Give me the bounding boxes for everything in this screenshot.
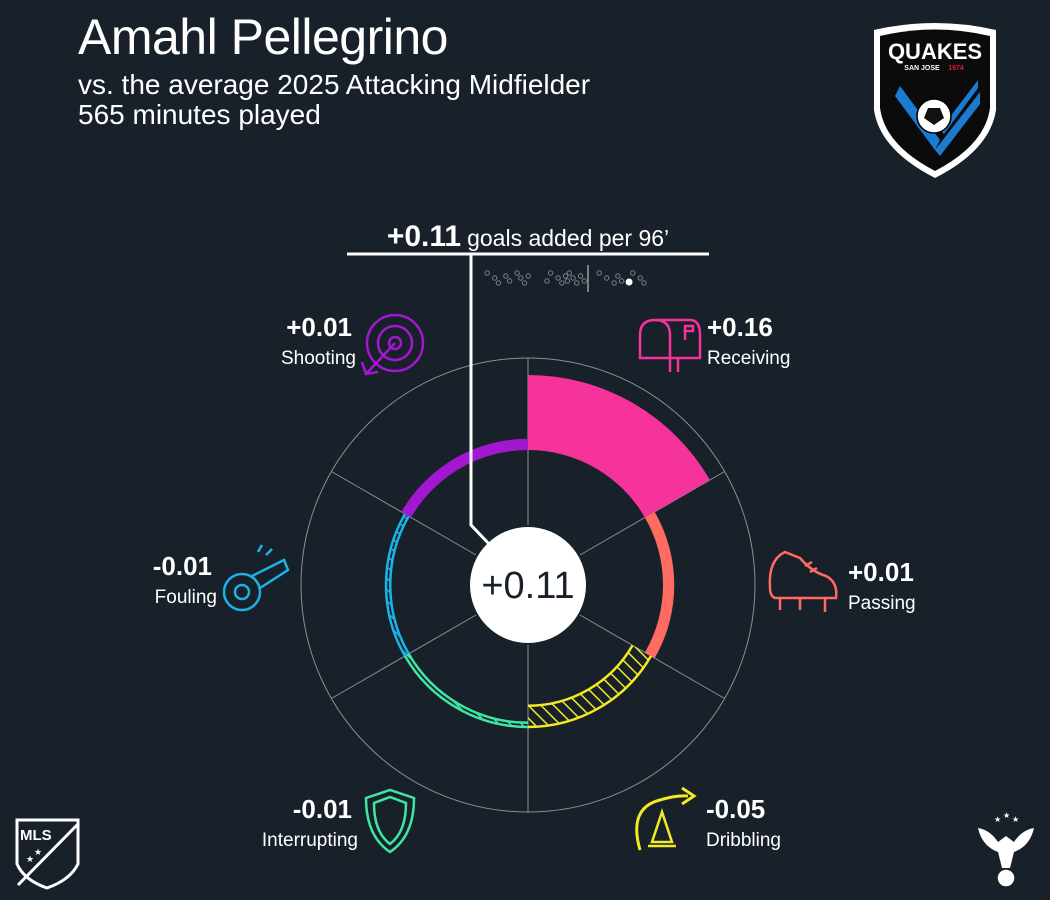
- dribbling-value: -0.05: [706, 794, 765, 824]
- label-interrupting: -0.01 Interrupting: [262, 788, 416, 854]
- distribution-player-point: [625, 278, 633, 286]
- grid-spoke: [331, 614, 477, 699]
- bar-shooting: [401, 438, 528, 518]
- club-name: QUAKES: [888, 39, 982, 64]
- club-year: 1974: [948, 65, 964, 72]
- dribbling-name: Dribbling: [706, 830, 781, 851]
- headline-text: +0.11 goals added per 96’: [387, 220, 669, 253]
- distribution-point: [577, 273, 584, 279]
- passing-name: Passing: [848, 593, 916, 614]
- distribution-strip: [484, 265, 647, 292]
- svg-text:★: ★: [994, 815, 1001, 824]
- label-shooting: +0.01 Shooting: [281, 312, 425, 376]
- center-value: +0.11: [481, 565, 574, 607]
- distribution-point: [603, 275, 610, 281]
- distribution-point: [596, 270, 602, 276]
- distribution-point: [637, 275, 643, 281]
- svg-text:★: ★: [34, 848, 42, 858]
- boot-icon: [768, 550, 838, 612]
- shield-icon: [364, 788, 416, 854]
- svg-text:★: ★: [1012, 815, 1019, 824]
- mls-text: MLS: [20, 827, 52, 844]
- distribution-point: [630, 270, 636, 276]
- distribution-point: [564, 278, 571, 284]
- bar-receiving: [528, 375, 710, 518]
- fouling-value: -0.01: [153, 551, 212, 581]
- receiving-name: Receiving: [707, 348, 790, 369]
- svg-text:★: ★: [26, 855, 34, 865]
- distribution-point: [518, 275, 524, 281]
- passing-value: +0.01: [848, 557, 914, 587]
- shooting-name: Shooting: [281, 348, 356, 369]
- distribution-point: [559, 280, 565, 286]
- label-passing: +0.01 Passing: [768, 550, 916, 614]
- distribution-point: [503, 273, 509, 279]
- whistle-icon: [222, 544, 290, 612]
- cone-arrow-icon: [635, 786, 697, 851]
- distribution-point: [581, 278, 587, 284]
- target-icon: [360, 313, 425, 376]
- distribution-point: [618, 278, 625, 284]
- eagle-logo: ★ ★ ★: [978, 811, 1034, 888]
- chart-bars: [384, 375, 710, 729]
- center-circle: [470, 527, 586, 643]
- distribution-point: [521, 280, 528, 286]
- player-name: Amahl Pellegrino: [78, 9, 448, 65]
- distribution-point: [611, 280, 617, 286]
- shooting-value: +0.01: [286, 312, 352, 342]
- distribution-point: [547, 270, 554, 276]
- distribution-point: [574, 280, 580, 286]
- distribution-point: [570, 275, 576, 281]
- mls-logo: MLS ★ ★: [15, 818, 80, 890]
- label-dribbling: -0.05 Dribbling: [635, 786, 781, 851]
- mailbox-icon: [638, 318, 702, 372]
- comparison-text: vs. the average 2025 Attacking Midfielde…: [78, 69, 591, 100]
- club-city: SAN JOSE: [904, 65, 940, 72]
- quakes-crest: QUAKES SAN JOSE 1974: [874, 23, 996, 178]
- bar-passing: [644, 511, 675, 659]
- distribution-point: [562, 273, 569, 279]
- distribution-point: [641, 280, 647, 286]
- distribution-point: [491, 275, 498, 281]
- distribution-point: [506, 278, 513, 284]
- subtitle: vs. the average 2025 Attacking Midfielde…: [78, 70, 590, 130]
- grid-spoke: [331, 471, 477, 556]
- distribution-point: [544, 278, 550, 284]
- headline-connector: [469, 254, 492, 547]
- interrupting-name: Interrupting: [262, 830, 358, 851]
- distribution-point: [525, 273, 531, 279]
- distribution-point: [514, 270, 520, 276]
- minutes-played: 565 minutes played: [78, 99, 321, 130]
- fouling-name: Fouling: [155, 587, 217, 608]
- headline: +0.11 goals added per 96’: [347, 220, 709, 547]
- distribution-point: [566, 270, 573, 276]
- distribution-point: [555, 275, 561, 281]
- headline-label: goals added per 96’: [467, 225, 669, 251]
- distribution-point: [495, 280, 502, 286]
- bar-fouling: [384, 513, 410, 657]
- receiving-value: +0.16: [707, 312, 773, 342]
- bar-interrupting: [403, 653, 529, 729]
- headline-value: +0.11: [387, 220, 461, 253]
- bar-dribbling: [527, 644, 653, 729]
- label-fouling: -0.01 Fouling: [153, 544, 290, 612]
- label-receiving: +0.16 Receiving: [638, 312, 790, 372]
- distribution-point: [615, 273, 621, 279]
- svg-text:★: ★: [1003, 811, 1010, 820]
- interrupting-value: -0.01: [293, 794, 352, 824]
- distribution-point: [484, 270, 490, 276]
